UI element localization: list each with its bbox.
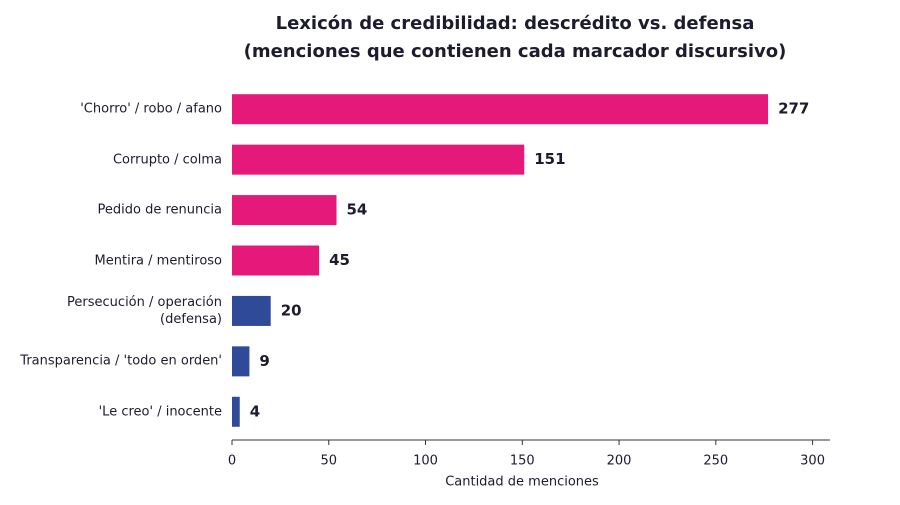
y-tick-label: Transparencia / 'todo en orden' [20, 353, 222, 369]
value-label: 45 [329, 251, 350, 269]
value-label: 4 [250, 402, 260, 420]
x-tick-label: 100 [413, 454, 438, 469]
chart-subtitle: (menciones que contienen cada marcador d… [244, 41, 787, 62]
value-label: 20 [281, 301, 302, 319]
value-label: 54 [347, 201, 368, 219]
chart-title: Lexicón de credibilidad: descrédito vs. … [276, 13, 755, 34]
x-tick-label: 200 [607, 454, 632, 469]
value-label: 277 [778, 100, 809, 118]
x-axis-label: Cantidad de menciones [445, 475, 599, 490]
y-tick-label: 'Chorro' / robo / afano [80, 101, 222, 117]
y-tick-label: Corrupto / colma [112, 152, 222, 168]
y-tick-label: Mentira / mentiroso [94, 253, 222, 268]
bar [232, 346, 250, 377]
value-label: 9 [259, 352, 269, 370]
bar [232, 195, 337, 226]
x-tick-label: 0 [228, 454, 236, 469]
value-label: 151 [534, 150, 565, 168]
x-tick-label: 250 [703, 454, 728, 469]
bar [232, 94, 769, 125]
bar [232, 396, 240, 427]
bar [232, 144, 525, 175]
x-tick-label: 50 [320, 454, 337, 469]
bar [232, 245, 320, 276]
bar [232, 295, 271, 326]
y-tick-label: Pedido de renuncia [97, 202, 222, 218]
y-tick-label: 'Le creo' / inocente [98, 404, 222, 420]
y-tick-label: Persecución / operación (defensa) [67, 294, 222, 327]
x-tick-label: 300 [800, 454, 825, 469]
x-tick-label: 150 [510, 454, 535, 469]
